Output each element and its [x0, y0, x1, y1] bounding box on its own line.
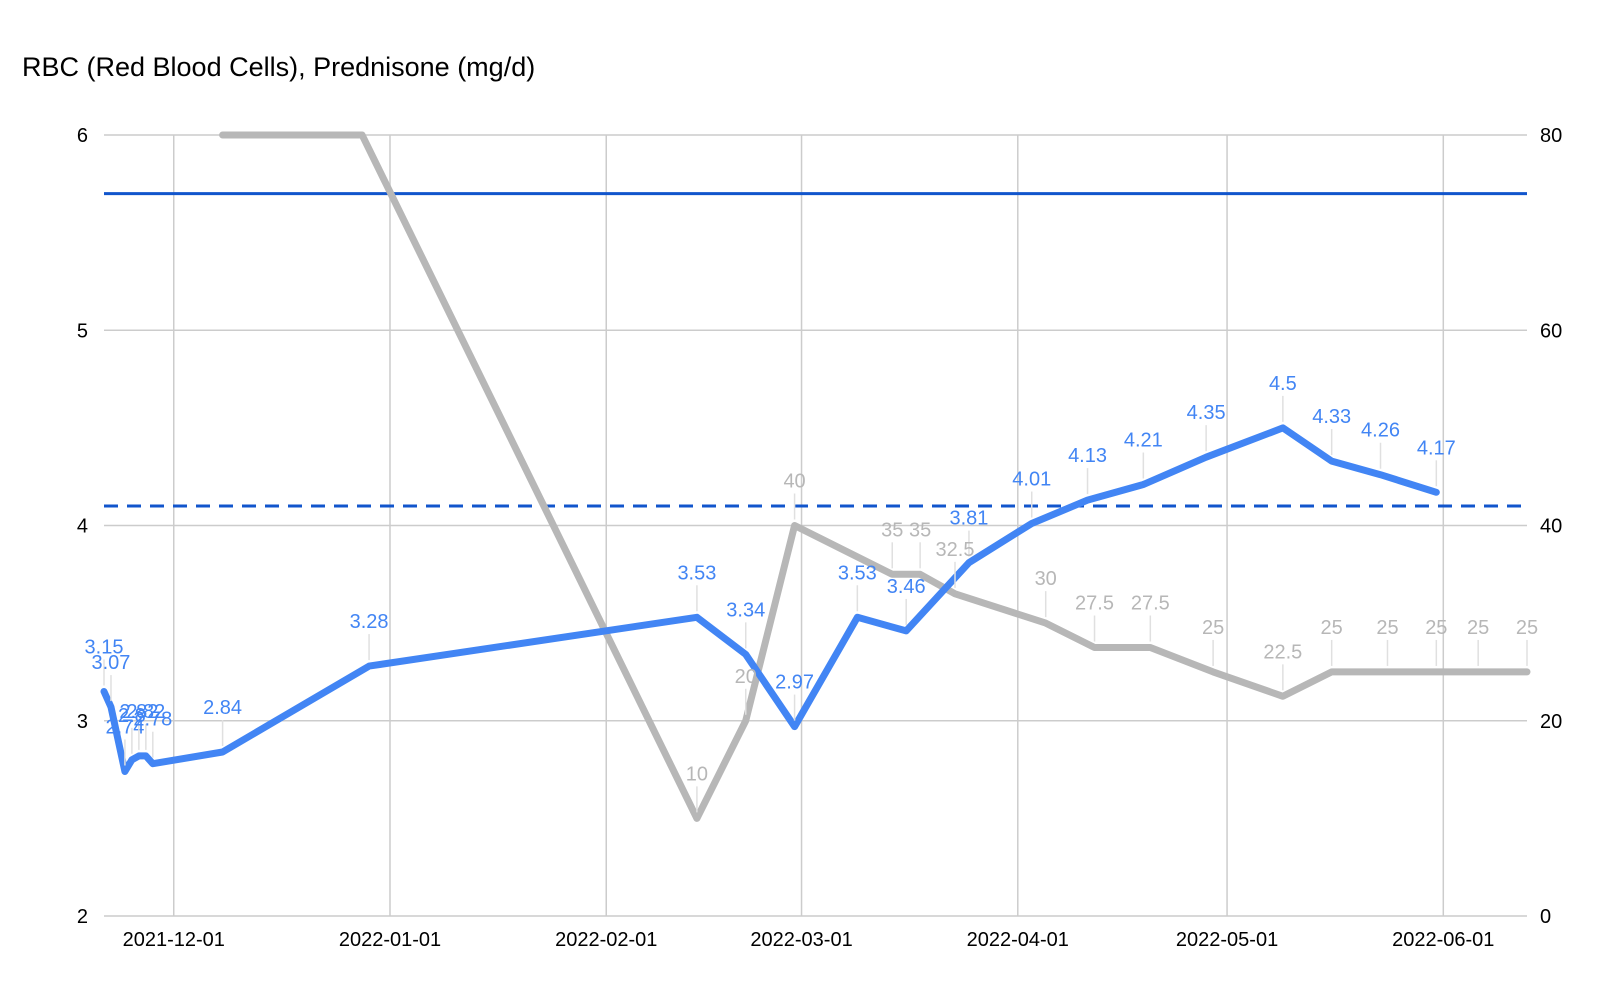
data-label: 2.78	[133, 709, 172, 731]
data-label: 35	[909, 519, 931, 541]
data-label: 3.28	[350, 611, 389, 633]
data-label: 2.82	[119, 701, 158, 723]
x-tick-label: 2022-04-01	[967, 929, 1069, 951]
data-label: 2.74	[105, 717, 144, 739]
data-label: 25	[1202, 617, 1224, 639]
data-label: 25	[1516, 617, 1538, 639]
x-tick-label: 2021-12-01	[123, 929, 225, 951]
data-label: 4.21	[1124, 429, 1163, 451]
series-line-prednisone	[219, 131, 1531, 822]
x-tick-label: 2022-03-01	[750, 929, 852, 951]
data-label: 25	[1321, 617, 1343, 639]
chart-title: RBC (Red Blood Cells), Prednisone (mg/d)	[22, 52, 536, 82]
data-label: 35	[881, 519, 903, 541]
data-label: 40	[783, 471, 805, 493]
y-right-tick-label: 0	[1540, 906, 1551, 928]
data-label: 27.5	[1131, 593, 1170, 615]
data-label: 3.15	[85, 636, 124, 658]
data-label: 3.53	[838, 562, 877, 584]
data-label: 2.8	[118, 705, 146, 727]
data-label: 30	[1035, 568, 1057, 590]
data-label: 20	[735, 666, 757, 688]
x-tick-label: 2022-02-01	[555, 929, 657, 951]
x-tick-label: 2022-06-01	[1392, 929, 1494, 951]
data-label: 4.13	[1068, 445, 1107, 467]
y-left-tick-label: 5	[77, 320, 88, 342]
y-right-tick-label: 40	[1540, 516, 1562, 538]
data-label: 4.26	[1361, 420, 1400, 442]
data-label: 4.17	[1417, 437, 1456, 459]
data-label: 3.46	[887, 576, 926, 598]
data-label: 27.5	[1075, 593, 1114, 615]
data-label: 3.34	[726, 599, 765, 621]
data-label: 4.01	[1012, 469, 1051, 491]
y-left-tick-label: 4	[77, 516, 88, 538]
y-right-tick-label: 80	[1540, 125, 1562, 147]
data-label: 2.97	[775, 672, 814, 694]
data-label: 2.82	[126, 701, 165, 723]
data-label: 25	[1425, 617, 1447, 639]
data-label: 25	[1467, 617, 1489, 639]
data-label: 25	[1376, 617, 1398, 639]
data-label: 2.84	[203, 697, 242, 719]
y-left-tick-label: 3	[77, 711, 88, 733]
y-right-tick-label: 20	[1540, 711, 1562, 733]
y-left-tick-label: 2	[77, 906, 88, 928]
data-label: 10	[686, 763, 708, 785]
data-label: 3.81	[949, 508, 988, 530]
y-left-tick-label: 6	[77, 125, 88, 147]
x-tick-label: 2022-01-01	[339, 929, 441, 951]
data-label: 22.5	[1263, 641, 1302, 663]
data-label: 32.5	[936, 539, 975, 561]
data-label: 4.33	[1312, 406, 1351, 428]
data-label: 3.53	[677, 562, 716, 584]
data-label: 4.35	[1187, 402, 1226, 424]
data-label: 4.5	[1269, 373, 1297, 395]
y-right-tick-label: 60	[1540, 320, 1562, 342]
data-label: 3.07	[92, 652, 131, 674]
x-tick-label: 2022-05-01	[1176, 929, 1278, 951]
series-line-rbc	[100, 424, 1440, 775]
